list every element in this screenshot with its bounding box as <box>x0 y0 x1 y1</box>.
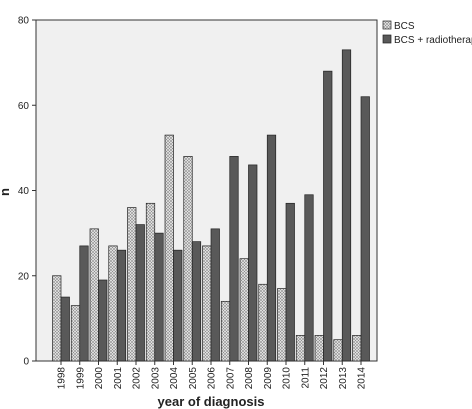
x-tick-label: 2001 <box>113 367 124 390</box>
bar-bcs-2002 <box>127 207 137 362</box>
bar-bcs-2007 <box>220 300 231 362</box>
y-tick-label: 60 <box>18 101 30 112</box>
bar-bcs-radiotherapy-2005 <box>191 241 202 362</box>
bar-bcs-radiotherapy-2002 <box>135 224 145 362</box>
bar-bcs-radiotherapy-2004 <box>173 249 183 362</box>
legend-swatch-bcs-radiotherapy <box>382 34 392 44</box>
bar-bcs-1998 <box>52 275 62 362</box>
bar-bcs-2006 <box>202 245 212 362</box>
x-tick-label: 2012 <box>319 367 330 390</box>
bar-bcs-radiotherapy-1998 <box>60 296 70 362</box>
x-tick-label: 2011 <box>300 367 311 389</box>
x-tick-label: 2014 <box>357 367 368 390</box>
legend-swatch-bcs <box>382 20 392 30</box>
y-tick-label: 80 <box>18 16 30 27</box>
x-tick-label: 2003 <box>150 367 161 390</box>
bar-bcs-radiotherapy-2013 <box>341 49 352 362</box>
bar-bcs-radiotherapy-2007 <box>229 156 239 362</box>
bar-bcs-radiotherapy-2000 <box>98 279 108 362</box>
bar-bcs-2005 <box>183 156 193 362</box>
bar-bcs-radiotherapy-2014 <box>360 96 370 362</box>
bar-bcs-radiotherapy-2010 <box>285 202 295 362</box>
y-tick-label: 0 <box>23 357 29 368</box>
bar-bcs-2008 <box>239 258 249 362</box>
bar-bcs-radiotherapy-2003 <box>154 232 164 362</box>
x-tick-label: 2013 <box>338 367 349 390</box>
bar-bcs-radiotherapy-2001 <box>116 249 127 362</box>
bar-bcs-radiotherapy-1999 <box>79 245 89 362</box>
x-tick-label: 1998 <box>57 367 68 390</box>
legend-label-bcs-radiotherapy: BCS + radiotherapy <box>394 35 472 46</box>
x-axis-title: year of diagnosis <box>158 394 265 409</box>
x-tick-label: 2009 <box>263 367 274 390</box>
x-tick-label: 2010 <box>282 367 293 390</box>
bar-bcs-2000 <box>89 228 99 362</box>
y-tick-label: 20 <box>18 271 30 282</box>
x-tick-label: 2008 <box>244 367 255 390</box>
bar-bcs-radiotherapy-2011 <box>304 194 314 362</box>
x-tick-label: 1999 <box>75 367 86 390</box>
legend: BCS BCS + radiotherapy <box>382 20 472 46</box>
bar-bcs-2003 <box>145 202 156 362</box>
bar-bcs-2010 <box>277 288 287 362</box>
x-tick-label: 2007 <box>225 367 236 390</box>
bar-bcs-1999 <box>70 305 81 362</box>
bar-bcs-2004 <box>164 134 174 362</box>
bar-bcs-radiotherapy-2009 <box>266 134 277 362</box>
bar-bcs-2009 <box>258 283 268 362</box>
bar-bcs-2012 <box>314 335 324 362</box>
bar-bcs-2013 <box>333 339 343 362</box>
x-tick-label: 2005 <box>188 367 199 390</box>
bar-bcs-2014 <box>352 335 362 362</box>
x-tick-label: 2002 <box>132 367 143 390</box>
legend-label-bcs: BCS <box>394 21 415 32</box>
bar-bcs-2011 <box>295 335 306 362</box>
bar-bcs-radiotherapy-2006 <box>210 228 220 362</box>
bar-bcs-2001 <box>108 245 118 362</box>
y-tick-label: 40 <box>18 186 30 197</box>
x-tick-label: 2000 <box>94 367 105 390</box>
x-tick-label: 2006 <box>207 367 218 390</box>
x-tick-label: 2004 <box>169 367 180 390</box>
bar-bcs-radiotherapy-2012 <box>323 70 333 362</box>
y-axis-title: n <box>0 188 12 196</box>
bar-bcs-radiotherapy-2008 <box>248 164 258 362</box>
